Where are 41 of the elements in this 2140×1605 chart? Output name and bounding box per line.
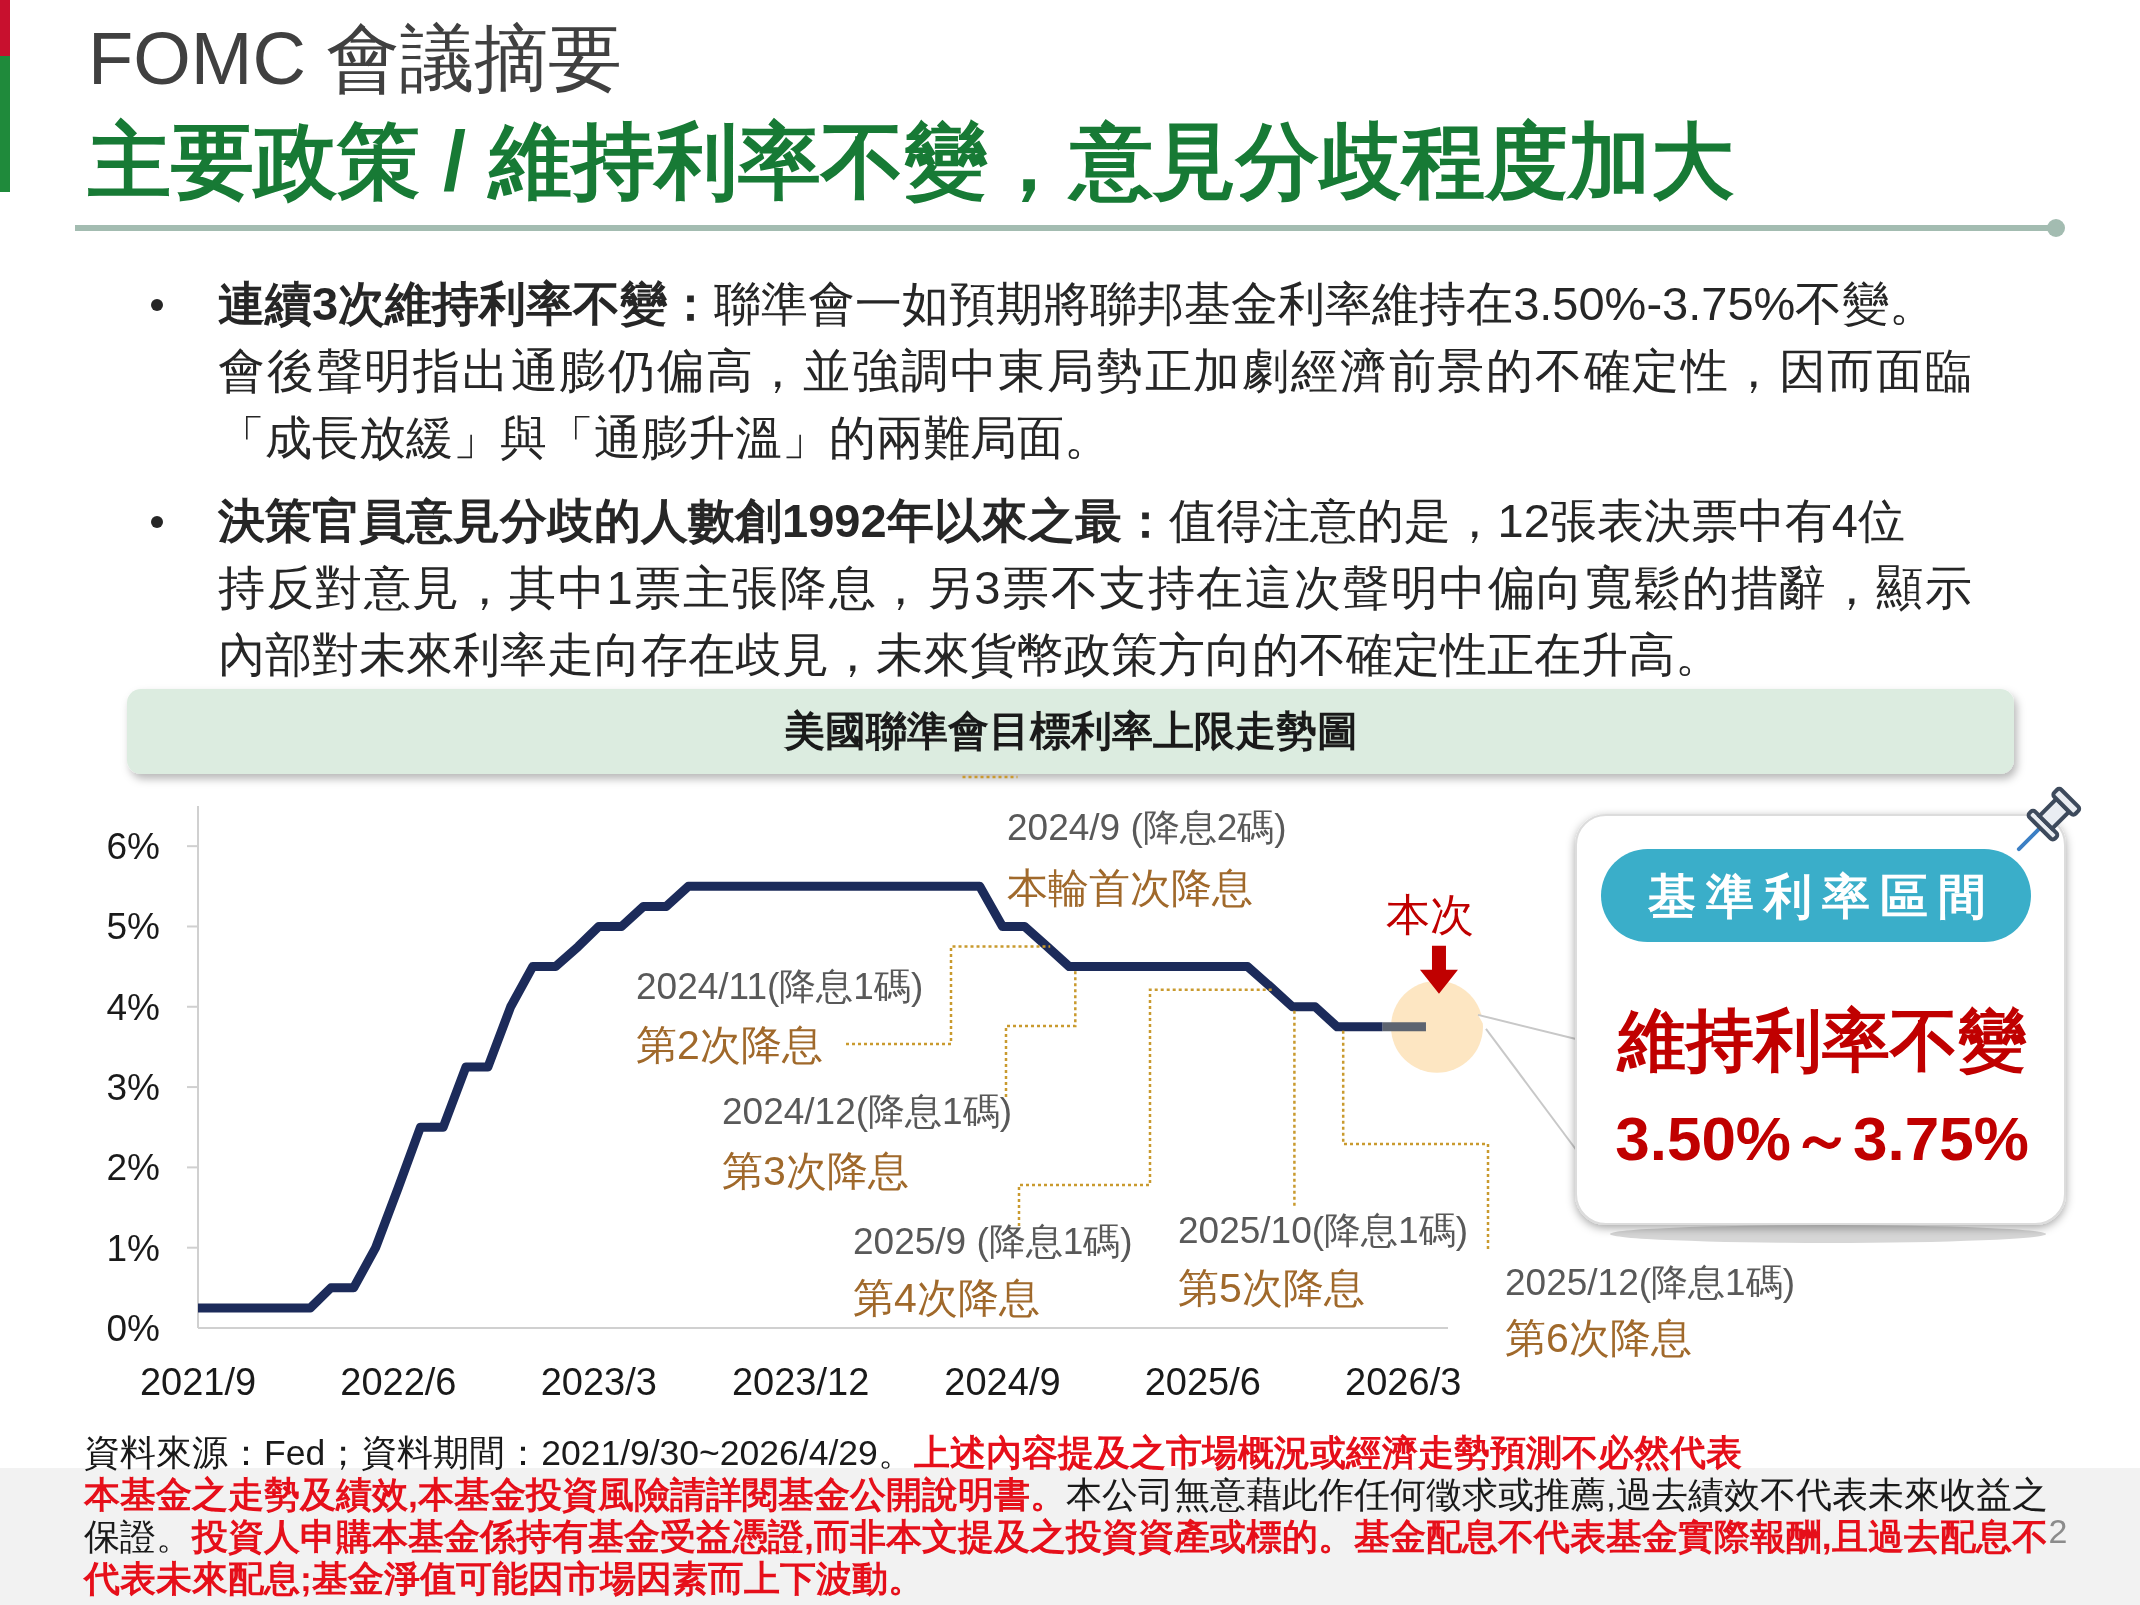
x-tick-label: 2024/9 — [944, 1361, 1061, 1403]
text: 聯準會一如預期將聯邦基金利率維持在3.50%-3.75%不變。 — [714, 277, 1937, 330]
x-tick-label: 2023/12 — [731, 1361, 870, 1403]
y-tick-label: 5% — [106, 906, 160, 948]
text: 3.50%～3.75% — [1615, 1104, 2029, 1173]
annotation: 本次 — [1385, 889, 1474, 939]
x-tick-label: 2022/6 — [340, 1361, 457, 1403]
text: 2 — [2048, 1512, 2068, 1550]
text: 本基金之走勢及績效,本基金投資風險請詳閱基金公開說明書。 — [84, 1475, 1066, 1515]
x-tick-label: 2026/3 — [1345, 1361, 1462, 1403]
y-tick-label: 3% — [106, 1067, 160, 1109]
chart-title: 美國聯準會目標利率上限走勢圖 — [783, 708, 1358, 754]
y-tick-label: 6% — [106, 826, 160, 868]
text: 維持利率不變 — [1616, 1002, 2027, 1078]
text: 決策官員意見分歧的人數創1992年以來之最： — [218, 494, 1169, 547]
text: 投資人申購本基金係持有基金受益憑證,而非本文提及之投資資產或標的。基金配息不代表基金實際報酬,且過去配息不 — [192, 1517, 2048, 1557]
text: 本公司無意藉此作任何徵求或推薦,過去績效不代表未來收益之 — [1065, 1475, 2048, 1515]
x-tick-label: 2023/3 — [540, 1361, 657, 1403]
annotation: 2024/11(降息1碼) 第2次降息 — [636, 966, 924, 1068]
annotation: 2025/10(降息1碼) 第5次降息 — [1178, 1210, 1468, 1311]
annotation: 2024/12(降息1碼) 第3次降息 — [722, 1091, 1012, 1194]
source-note: 資料來源：Fed；資料期間：2021/9/30~2026/4/29。 — [84, 1433, 914, 1473]
text: 代表未來配息;基金淨值可能因市場因素而上下波動。 — [84, 1559, 924, 1599]
annotation: 2024/9 (降息2碼) 本輪首次降息 — [1007, 807, 1287, 911]
text: 會後聲明指出通膨仍偏高，並強調中東局勢正加劇經濟前景的不確定性，因而面臨「成長放緩」與「通膨升溫」的兩難局面。 — [218, 344, 1972, 464]
text: FOMC 會議摘要 — [88, 17, 623, 100]
annotation: 2025/12(降息1碼) 第6次降息 — [1505, 1262, 1795, 1361]
y-tick-label: 1% — [106, 1227, 160, 1269]
text: 主要政策 / 維持利率不變，意見分歧程度加大 — [87, 115, 1735, 208]
annotation: 2025/9 (降息1碼) 第4次降息 — [853, 1221, 1133, 1321]
text: 保證。 — [84, 1517, 192, 1557]
text: 持反對意見，其中1票主張降息，另3票不支持在這次聲明中偏向寬鬆的措辭，顯示內部對未來利率走向存在歧見，未來貨幣政策方向的不確定性正在升高。 — [218, 561, 1972, 681]
y-tick-label: 4% — [106, 986, 160, 1028]
text: 基準利率區間 — [1647, 870, 1996, 923]
text: 上述內容提及之市場概況或經濟走勢預測不必然代表 — [913, 1433, 1742, 1473]
text: 連續3次維持利率不變： — [218, 277, 715, 330]
y-tick-label: 2% — [106, 1147, 160, 1189]
x-tick-label: 2025/6 — [1144, 1361, 1261, 1403]
text: 值得注意的是，12張表決票中有4位 — [1168, 494, 1905, 547]
x-tick-label: 2021/9 — [139, 1361, 257, 1403]
y-tick-label: 0% — [106, 1308, 160, 1349]
